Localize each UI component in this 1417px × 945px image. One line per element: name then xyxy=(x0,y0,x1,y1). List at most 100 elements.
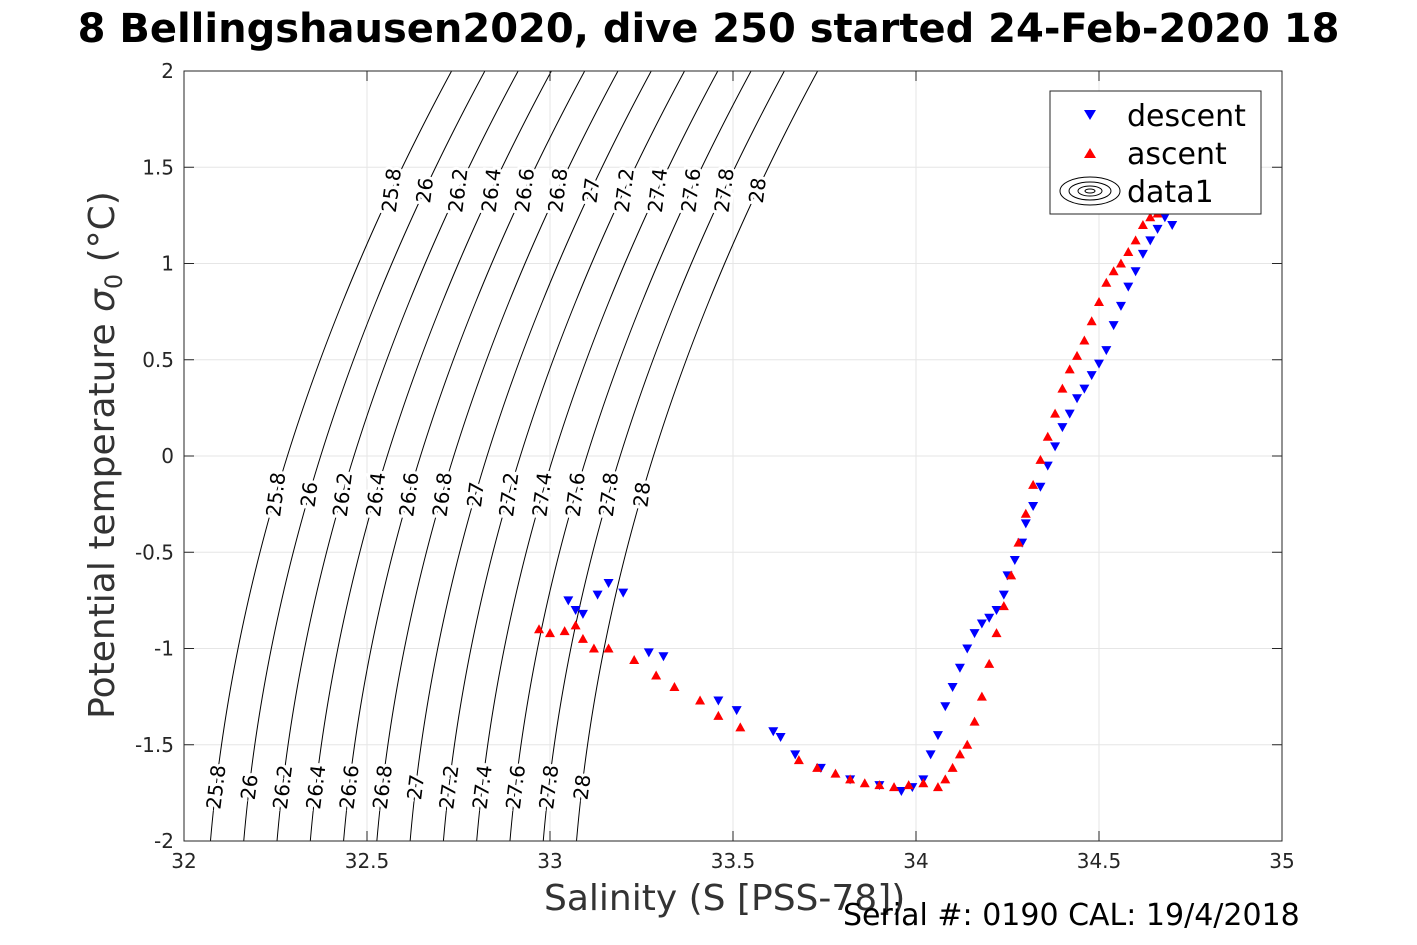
contour-line xyxy=(343,70,586,842)
x-tick-label: 34.5 xyxy=(1077,849,1122,873)
ascent-point xyxy=(1115,258,1126,268)
ascent-point xyxy=(991,628,1002,638)
descent-point xyxy=(1057,423,1068,433)
ascent-point xyxy=(1028,479,1039,489)
ascent-point xyxy=(669,682,680,691)
descent-point xyxy=(1152,224,1163,234)
descent-point xyxy=(1028,502,1039,512)
ascent-point xyxy=(559,626,570,636)
contour-label: 26 xyxy=(411,176,438,204)
contour-line xyxy=(576,70,819,842)
contour-label: 27.8 xyxy=(709,167,738,214)
ascent-point xyxy=(545,628,555,638)
legend-data1-marker xyxy=(1059,176,1121,206)
ascent-point xyxy=(793,755,804,765)
legend-ascent-marker xyxy=(1084,148,1096,158)
ascent-point xyxy=(1050,408,1061,418)
descent-point xyxy=(1042,461,1053,471)
descent-point xyxy=(954,663,965,673)
descent-point xyxy=(618,588,629,598)
ascent-point xyxy=(1145,212,1156,222)
descent-point xyxy=(592,590,603,600)
contour-line xyxy=(376,70,619,842)
descent-point xyxy=(1167,221,1178,230)
descent-point xyxy=(1050,442,1061,452)
descent-point xyxy=(1072,394,1083,404)
ascent-point xyxy=(1086,316,1097,326)
ascent-point xyxy=(577,633,588,643)
descent-point xyxy=(1079,384,1090,394)
descent-point xyxy=(925,750,936,760)
ascent-point xyxy=(1072,350,1083,360)
descent-point xyxy=(998,590,1009,600)
ascent-point xyxy=(859,778,870,788)
contour-label: 28 xyxy=(628,480,655,508)
ascent-point xyxy=(998,601,1009,611)
x-tick-label: 33 xyxy=(537,849,562,873)
ascent-point xyxy=(1006,570,1017,580)
contour-line xyxy=(309,70,552,842)
contour-line xyxy=(442,70,685,842)
y-tick-label: -1 xyxy=(154,637,174,661)
descent-point xyxy=(563,596,574,606)
descent-point xyxy=(1145,236,1156,246)
descent-point xyxy=(1064,409,1075,419)
contour-label: 26.6 xyxy=(334,764,363,811)
ascent-point xyxy=(947,762,958,772)
contour-label: 26 xyxy=(236,773,263,801)
ascent-point xyxy=(534,624,545,634)
y-tick-label: -1.5 xyxy=(135,733,174,757)
y-tick-label: 2 xyxy=(161,59,174,83)
x-tick-label: 35 xyxy=(1269,849,1294,873)
ascent-point xyxy=(570,620,581,630)
descent-point xyxy=(790,750,801,760)
ascent-point xyxy=(1123,246,1134,256)
ascent-point xyxy=(1108,266,1119,276)
density-contours: 25.825.825.826262626.226.226.226.426.426… xyxy=(198,70,819,842)
descent-point xyxy=(713,696,724,706)
ascent-point xyxy=(1137,220,1148,229)
ascent-point xyxy=(1064,364,1075,374)
contour-label: 26 xyxy=(296,480,323,508)
contour-line xyxy=(509,70,752,842)
x-tick-label: 34 xyxy=(903,849,928,873)
ascent-point xyxy=(735,722,746,732)
descent-point xyxy=(643,648,654,658)
ascent-point xyxy=(845,774,856,784)
x-tick-label: 32 xyxy=(171,849,196,873)
ascent-point xyxy=(603,643,614,653)
contour-label: 28 xyxy=(744,176,771,204)
descent-point xyxy=(1094,359,1104,369)
contour-label: 27.4 xyxy=(643,167,672,214)
y-tick-label: 1.5 xyxy=(142,155,174,179)
legend-ascent-label: ascent xyxy=(1127,137,1227,172)
descent-point xyxy=(962,644,973,654)
chart-title: 8 Bellingshausen2020, dive 250 started 2… xyxy=(77,6,1340,52)
descent-point xyxy=(603,579,614,589)
descent-point xyxy=(976,619,987,629)
ascent-point xyxy=(984,658,995,668)
ascent-point xyxy=(969,716,980,726)
ascent-point xyxy=(651,670,662,680)
descent-point xyxy=(896,786,907,796)
y-axis-label-main: Potential temperature xyxy=(81,311,123,719)
descent-point xyxy=(658,652,669,662)
ascent-point xyxy=(1013,537,1024,547)
y-tick-label: 0.5 xyxy=(142,348,174,372)
descent-point xyxy=(1009,555,1020,565)
descent-point xyxy=(1101,346,1112,356)
serial-cal-footer: Serial #: 0190 CAL: 19/4/2018 xyxy=(843,898,1300,933)
descent-point xyxy=(1115,301,1126,311)
ascent-point xyxy=(889,782,900,792)
descent-point xyxy=(1123,282,1134,292)
descent-point xyxy=(768,727,779,737)
y-axis-ticks: 2 1.5 1 0.5 0 -0.5 -1 -1.5 -2 xyxy=(135,59,1282,853)
ascent-point xyxy=(918,778,929,788)
x-tick-label: 32.5 xyxy=(345,849,390,873)
contour-line xyxy=(542,70,785,842)
ascent-point xyxy=(1042,431,1053,441)
ascent-point xyxy=(954,749,965,759)
contour-line xyxy=(209,70,453,842)
chart-title-wrap: 8 Bellingshausen2020, dive 250 started 2… xyxy=(0,0,1417,60)
y-axis-label: Potential temperature σ0 (°C) xyxy=(82,191,128,719)
